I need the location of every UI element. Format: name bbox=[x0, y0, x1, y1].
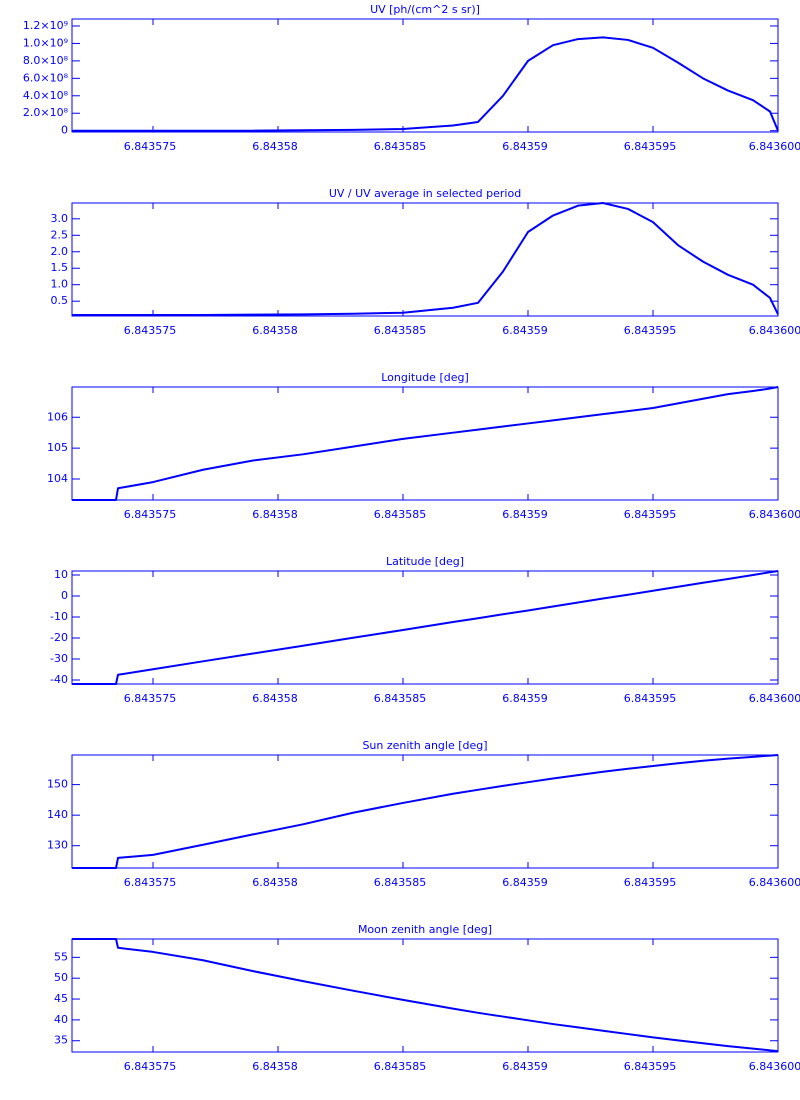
x-tick-label: 6.843600 bbox=[749, 1060, 800, 1073]
x-tick-label: 6.84358 bbox=[252, 508, 298, 521]
x-tick-label: 6.84359 bbox=[502, 508, 548, 521]
x-tick-label: 6.843575 bbox=[124, 1060, 177, 1073]
data-line bbox=[72, 202, 779, 317]
x-tick-label: 6.843575 bbox=[124, 692, 177, 705]
x-tick-label: 6.843585 bbox=[374, 876, 427, 889]
y-tick-label: 105 bbox=[47, 441, 68, 454]
x-tick-label: 6.843600 bbox=[749, 692, 800, 705]
y-tick-label: 150 bbox=[47, 778, 68, 791]
y-tick-label: 2.5 bbox=[51, 228, 69, 241]
x-tick-label: 6.843575 bbox=[124, 508, 177, 521]
plot-frame bbox=[71, 570, 779, 685]
x-tick-label: 6.84359 bbox=[502, 1060, 548, 1073]
data-line bbox=[72, 386, 779, 501]
x-tick-label: 6.843585 bbox=[374, 692, 427, 705]
y-tick-label: -20 bbox=[50, 631, 68, 644]
x-tick-label: 6.843600 bbox=[749, 508, 800, 521]
y-tick-label: 106 bbox=[47, 410, 68, 423]
y-tick-label: 50 bbox=[54, 971, 68, 984]
plot-frame bbox=[71, 202, 779, 317]
x-tick-label: 6.84359 bbox=[502, 140, 548, 153]
plot-frame bbox=[71, 18, 779, 133]
y-tick-label: 104 bbox=[47, 472, 68, 485]
y-tick-label: 0 bbox=[61, 124, 68, 137]
x-tick-label: 6.84359 bbox=[502, 324, 548, 337]
data-line bbox=[72, 570, 779, 685]
x-tick-label: 6.843585 bbox=[374, 508, 427, 521]
y-tick-label: 140 bbox=[47, 808, 68, 821]
x-tick-label: 6.843595 bbox=[624, 324, 677, 337]
y-tick-label: 3.0 bbox=[51, 212, 69, 225]
y-tick-label: 10 bbox=[54, 568, 68, 581]
x-tick-label: 6.843600 bbox=[749, 324, 800, 337]
x-tick-label: 6.84358 bbox=[252, 140, 298, 153]
x-tick-label: 6.84359 bbox=[502, 692, 548, 705]
y-tick-label: 2.0 bbox=[51, 245, 69, 258]
y-tick-label: 0.5 bbox=[51, 294, 69, 307]
y-tick-label: 1.5 bbox=[51, 261, 69, 274]
x-tick-label: 6.84358 bbox=[252, 1060, 298, 1073]
y-tick-label: -40 bbox=[50, 673, 68, 686]
y-tick-label: 1.0 bbox=[51, 278, 69, 291]
y-tick-label: -30 bbox=[50, 652, 68, 665]
plot-frame bbox=[71, 754, 779, 869]
y-tick-label: 8.0×10⁸ bbox=[23, 54, 69, 67]
chart-title: Longitude [deg] bbox=[381, 371, 469, 384]
chart-title: Latitude [deg] bbox=[386, 555, 464, 568]
x-tick-label: 6.843595 bbox=[624, 692, 677, 705]
x-tick-label: 6.843595 bbox=[624, 140, 677, 153]
data-line bbox=[72, 36, 779, 132]
x-tick-label: 6.84359 bbox=[502, 876, 548, 889]
data-line bbox=[72, 938, 779, 1053]
x-tick-label: 6.843585 bbox=[374, 140, 427, 153]
x-tick-label: 6.84358 bbox=[252, 692, 298, 705]
y-tick-label: 6.0×10⁸ bbox=[23, 71, 69, 84]
y-tick-label: 55 bbox=[54, 950, 68, 963]
x-tick-label: 6.843595 bbox=[624, 876, 677, 889]
y-tick-label: 35 bbox=[54, 1034, 68, 1047]
y-tick-label: 1.0×10⁹ bbox=[23, 36, 68, 49]
x-tick-label: 6.843595 bbox=[624, 1060, 677, 1073]
y-tick-label: 45 bbox=[54, 992, 68, 1005]
y-tick-label: 4.0×10⁸ bbox=[23, 89, 69, 102]
y-tick-label: -10 bbox=[50, 610, 68, 623]
chart-title: Moon zenith angle [deg] bbox=[358, 923, 492, 936]
y-tick-label: 0 bbox=[61, 589, 68, 602]
plot-frame bbox=[71, 938, 779, 1053]
data-line bbox=[72, 754, 779, 869]
x-tick-label: 6.843600 bbox=[749, 140, 800, 153]
x-tick-label: 6.843575 bbox=[124, 324, 177, 337]
x-tick-label: 6.843575 bbox=[124, 876, 177, 889]
x-tick-label: 6.843600 bbox=[749, 876, 800, 889]
chart-title: Sun zenith angle [deg] bbox=[362, 739, 487, 752]
chart-title: UV / UV average in selected period bbox=[329, 187, 521, 200]
x-tick-label: 6.84358 bbox=[252, 876, 298, 889]
x-tick-label: 6.843585 bbox=[374, 1060, 427, 1073]
plot-frame bbox=[71, 386, 779, 501]
chart-title: UV [ph/(cm^2 s sr)] bbox=[370, 3, 480, 16]
x-tick-label: 6.843595 bbox=[624, 508, 677, 521]
y-tick-label: 130 bbox=[47, 839, 68, 852]
y-tick-label: 40 bbox=[54, 1013, 68, 1026]
x-tick-label: 6.843585 bbox=[374, 324, 427, 337]
x-tick-label: 6.843575 bbox=[124, 140, 177, 153]
x-tick-label: 6.84358 bbox=[252, 324, 298, 337]
y-tick-label: 2.0×10⁸ bbox=[23, 106, 69, 119]
y-tick-label: 1.2×10⁹ bbox=[23, 19, 68, 32]
